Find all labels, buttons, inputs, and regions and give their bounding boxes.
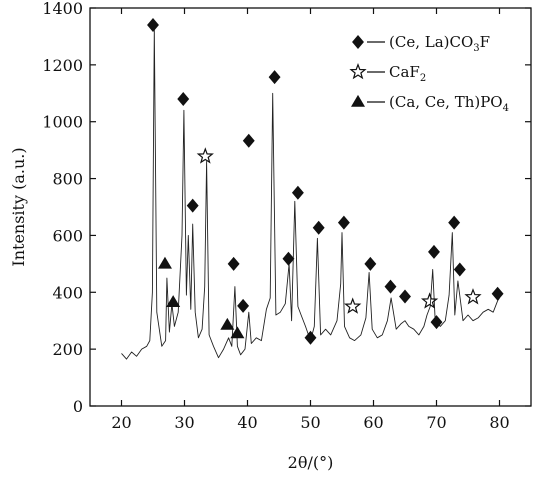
monazite-triangle-marker <box>230 326 245 339</box>
legend: (Ce, La)CO3F CaF2 (Ca, Ce, Th)PO4 <box>349 33 509 114</box>
monazite-triangle-marker <box>157 256 172 269</box>
x-tick-label: 80 <box>489 413 509 432</box>
x-axis: 20 30 40 50 60 70 80 <box>111 8 510 432</box>
bastnaesite-diamond-marker <box>312 220 325 235</box>
bastnaesite-diamond-marker <box>399 289 411 304</box>
fluorite-star-marker <box>420 292 439 309</box>
bastnaesite-diamond-marker <box>453 262 466 277</box>
x-tick-label: 70 <box>426 413 446 432</box>
fluorite-star-marker <box>464 288 482 305</box>
bastnaesite-diamond-marker <box>282 251 295 266</box>
legend-label-monazite: (Ca, Ce, Th)PO4 <box>389 93 509 114</box>
bastnaesite-diamond-marker <box>177 91 190 106</box>
bastnaesite-diamond-marker <box>304 330 317 345</box>
bastnaesite-diamond-marker <box>268 70 281 85</box>
y-tick-label: 400 <box>52 283 83 302</box>
y-tick-label: 600 <box>52 226 83 245</box>
y-tick-label: 800 <box>52 170 83 189</box>
xrd-pattern-line <box>121 27 500 360</box>
bastnaesite-diamond-marker <box>491 286 504 301</box>
legend-diamond-icon <box>352 35 364 49</box>
monazite-triangle-marker <box>220 317 235 330</box>
bastnaesite-diamond-marker <box>364 256 377 271</box>
bastnaesite-diamond-marker <box>428 244 440 259</box>
x-tick-label: 20 <box>111 413 131 432</box>
fluorite-star-marker <box>344 297 362 314</box>
x-axis-title: 2θ/(°) <box>288 453 334 472</box>
bastnaesite-diamond-marker <box>227 256 240 271</box>
y-tick-label: 200 <box>52 340 83 359</box>
legend-star-icon <box>349 62 367 80</box>
y-tick-label: 1200 <box>42 56 83 75</box>
plot-area <box>89 7 532 407</box>
bastnaesite-diamond-marker <box>242 133 255 148</box>
bastnaesite-diamond-marker <box>384 279 397 294</box>
legend-label-bastnaesite: (Ce, La)CO3F <box>389 33 490 54</box>
y-tick-label: 1000 <box>42 113 83 132</box>
x-tick-label: 40 <box>237 413 257 432</box>
x-tick-label: 30 <box>174 413 194 432</box>
fluorite-star-marker <box>196 147 214 164</box>
legend-triangle-icon <box>351 94 365 107</box>
legend-label-fluorite: CaF2 <box>389 63 426 84</box>
bastnaesite-diamond-marker <box>186 198 199 213</box>
bastnaesite-diamond-marker <box>430 315 443 330</box>
y-tick-label: 0 <box>73 397 83 416</box>
x-tick-label: 60 <box>363 413 383 432</box>
y-tick-label: 1400 <box>42 0 83 18</box>
bastnaesite-diamond-marker <box>337 215 350 230</box>
bastnaesite-diamond-marker <box>147 18 159 33</box>
y-axis: 0 200 400 600 800 1000 1200 1400 <box>42 0 531 416</box>
monazite-triangle-marker <box>166 295 181 307</box>
bastnaesite-diamond-marker <box>291 185 304 200</box>
y-axis-title: Intensity (a.u.) <box>9 147 28 266</box>
bastnaesite-diamond-marker <box>237 298 250 313</box>
bastnaesite-diamond-marker <box>448 215 461 230</box>
x-tick-label: 50 <box>300 413 320 432</box>
